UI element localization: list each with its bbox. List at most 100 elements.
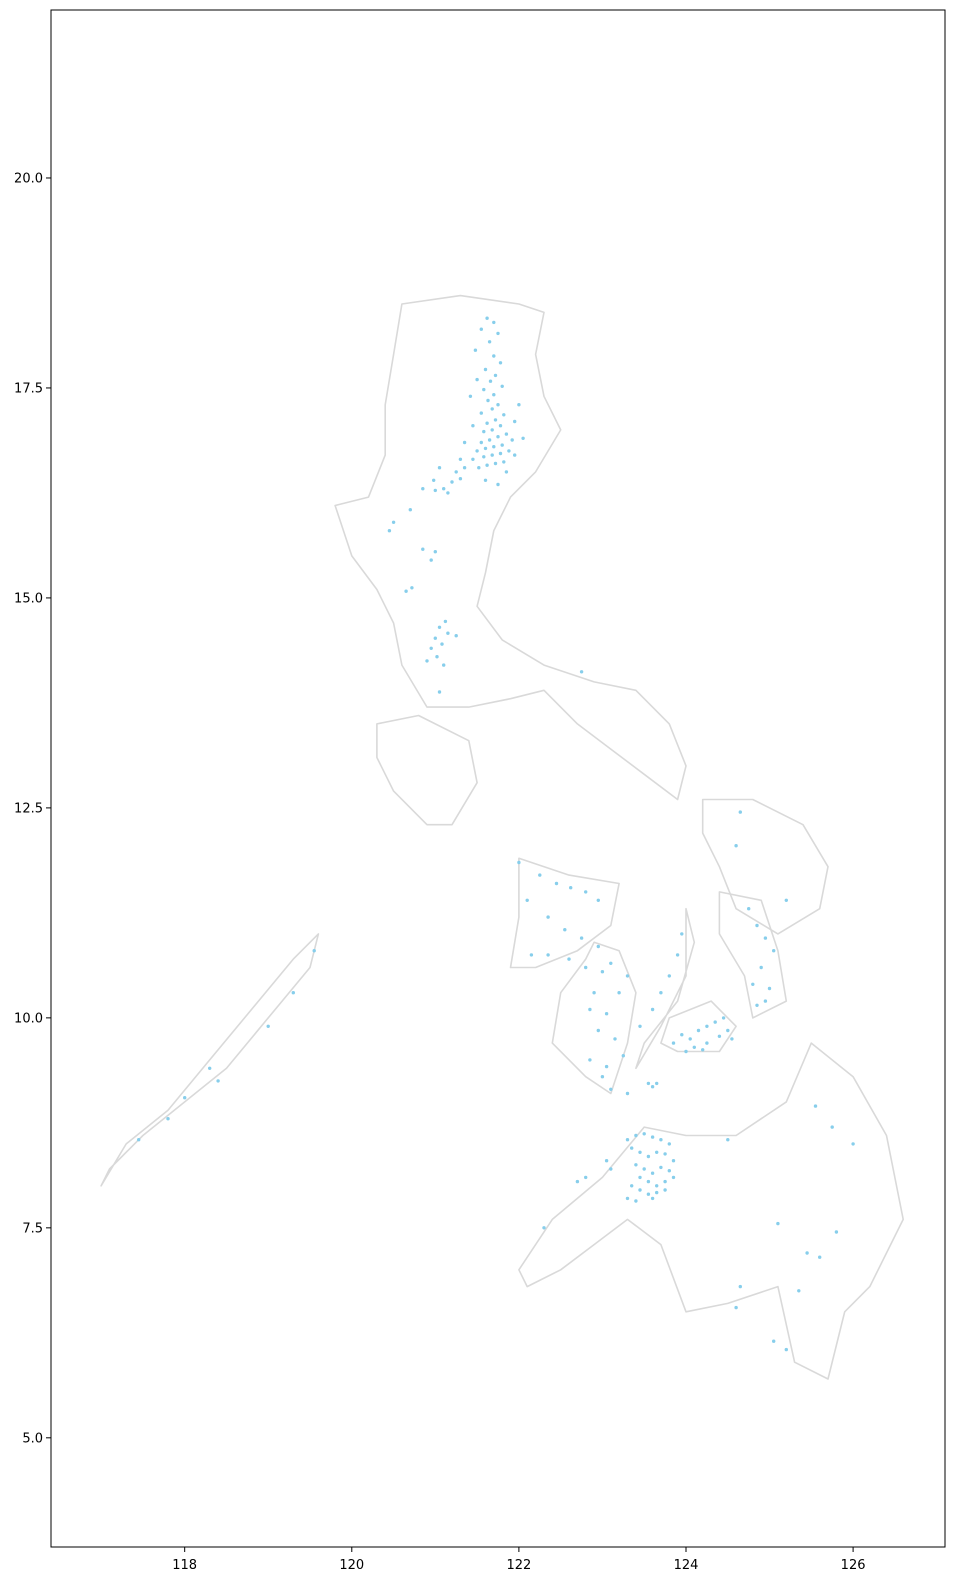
data-point [638, 1175, 642, 1180]
data-point [650, 1196, 655, 1201]
data-point [617, 991, 621, 995]
data-point [663, 1188, 667, 1192]
data-point [667, 974, 671, 978]
x-tick-label: 118 [172, 1558, 197, 1573]
data-point [642, 1167, 646, 1171]
y-tick-label: 7.5 [22, 1221, 43, 1236]
y-axis: 5.0 7.5 10.0 12.5 15.0 17.5 20.0 [14, 171, 51, 1446]
data-point [468, 394, 473, 398]
data-point [834, 1230, 839, 1234]
data-point [433, 488, 437, 493]
data-point [584, 1175, 588, 1180]
data-point [482, 429, 486, 434]
data-point [797, 1289, 801, 1293]
data-point [183, 1096, 187, 1100]
data-point [655, 1081, 659, 1086]
data-point [487, 438, 492, 442]
data-point [498, 424, 503, 428]
data-point [609, 1087, 613, 1092]
data-point [667, 1169, 671, 1173]
region-outline-negros [551, 941, 637, 1095]
data-point [408, 508, 412, 512]
data-point [592, 991, 596, 995]
data-point [726, 1138, 730, 1142]
data-point [701, 1048, 705, 1052]
data-point [634, 1199, 638, 1203]
data-point [604, 1012, 609, 1016]
data-point [751, 982, 755, 986]
data-point [437, 690, 442, 694]
data-point [738, 1284, 742, 1289]
data-point [490, 428, 494, 432]
data-point [521, 436, 525, 440]
data-point [475, 449, 479, 453]
data-point [435, 655, 439, 659]
data-point [763, 999, 768, 1003]
data-points-layer [137, 316, 855, 1352]
data-point [625, 1091, 630, 1096]
data-point [646, 1192, 651, 1196]
data-point [596, 1028, 600, 1033]
data-point [492, 354, 496, 358]
data-point [510, 438, 514, 442]
data-point [655, 1184, 659, 1188]
region-outline-luzon [334, 294, 687, 801]
data-point [517, 860, 521, 865]
data-point [671, 1041, 676, 1045]
data-point [492, 393, 496, 397]
plot-frame [50, 9, 946, 1548]
data-point [437, 466, 442, 470]
data-point [600, 1075, 605, 1079]
data-point [692, 1045, 696, 1050]
data-point [625, 1138, 630, 1142]
data-point [440, 642, 444, 646]
data-point [482, 455, 486, 459]
data-point [663, 1152, 667, 1156]
data-point [483, 367, 488, 372]
data-point [473, 348, 478, 352]
data-point [655, 1190, 659, 1195]
data-point [767, 986, 772, 991]
data-point [442, 487, 446, 491]
data-point [659, 1138, 663, 1142]
data-point [429, 558, 433, 562]
data-point [492, 320, 496, 325]
x-axis: 118 120 122 124 126 [172, 1547, 866, 1573]
data-point [634, 1163, 638, 1167]
data-point [563, 928, 567, 932]
data-point [513, 453, 517, 457]
y-tick-label: 17.5 [14, 381, 43, 396]
data-point [684, 1049, 688, 1054]
data-point [596, 898, 600, 902]
data-point [588, 1058, 592, 1062]
data-point [688, 1037, 692, 1041]
data-point [671, 1175, 676, 1180]
data-point [479, 411, 483, 415]
region-outline-cebu [635, 907, 696, 1070]
data-point [759, 965, 763, 970]
data-point [604, 1159, 609, 1163]
data-point [482, 387, 486, 392]
data-point [738, 810, 742, 814]
data-point [433, 550, 437, 554]
data-point [446, 631, 450, 635]
data-point [458, 477, 463, 481]
data-point [596, 944, 600, 949]
data-point [567, 957, 571, 961]
data-point [454, 634, 458, 638]
data-point [454, 470, 458, 474]
region-outline-mindoro [376, 714, 478, 826]
data-point [705, 1041, 709, 1045]
data-point [642, 1132, 646, 1136]
data-point [830, 1125, 834, 1129]
data-point [429, 646, 433, 650]
data-point [471, 424, 475, 428]
data-point [621, 1054, 625, 1058]
data-point [166, 1117, 170, 1121]
data-point [851, 1142, 855, 1146]
data-point [488, 379, 493, 383]
data-point [696, 1028, 701, 1033]
data-point [730, 1037, 734, 1041]
y-tick-label: 20.0 [14, 171, 43, 186]
